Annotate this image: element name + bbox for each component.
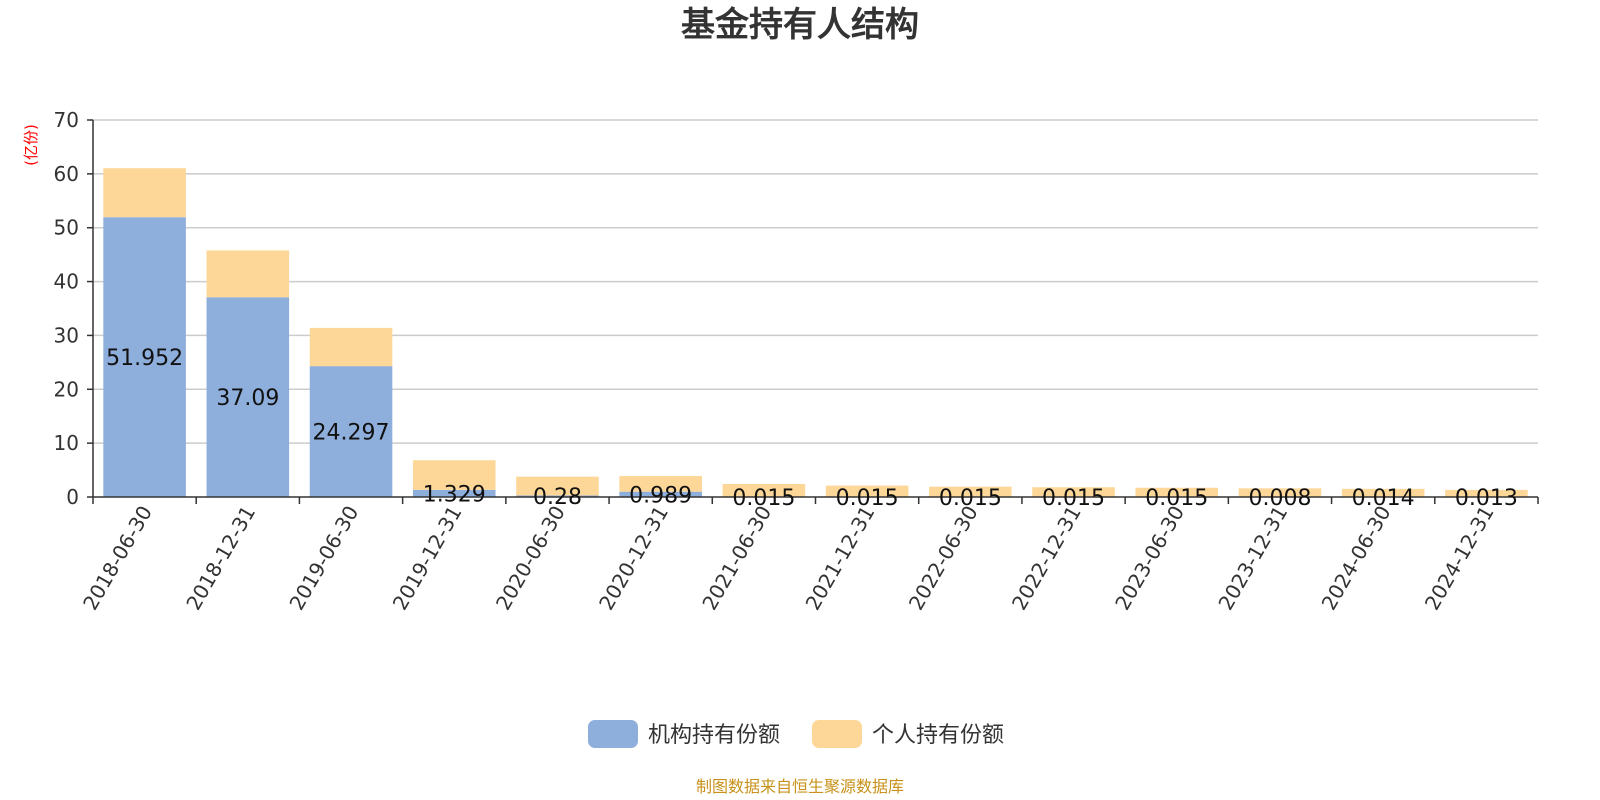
data-label: 0.989 [629,483,692,508]
data-label: 0.015 [1145,486,1208,511]
data-label: 0.008 [1248,486,1311,511]
bar-individual [825,485,909,497]
x-tick-label: 2018-06-30 [78,502,157,615]
source-note: 制图数据来自恒生聚源数据库 [696,777,904,796]
data-label: 0.013 [1455,486,1518,511]
data-label: 0.015 [1042,486,1105,511]
data-label: 0.014 [1352,486,1415,511]
bar-institutional [206,297,290,497]
y-tick-label: 60 [54,162,79,186]
data-label: 0.015 [939,486,1002,511]
data-label: 0.28 [533,485,582,510]
chart-title: 基金持有人结构 [681,5,919,45]
y-tick-label: 0 [66,485,79,509]
legend-label: 机构持有份额 [648,723,780,748]
x-tick-label: 2021-06-30 [697,502,776,615]
legend: 机构持有份额 个人持有份额 [588,720,1004,748]
bar-individual [929,486,1012,497]
bar-institutional [412,489,496,497]
y-axis-unit-label: (亿份) [22,124,40,166]
bar-individual [412,460,496,490]
x-tick-label: 2018-12-31 [181,502,260,615]
x-tick-label: 2023-12-31 [1213,502,1292,615]
y-tick-label: 50 [54,216,79,240]
bar-individual [1341,488,1425,497]
bar-individual [1238,488,1322,497]
y-tick-label: 20 [54,377,79,401]
y-tick-label: 30 [54,323,79,347]
bar-individual [1135,487,1219,497]
x-tick-label: 2020-06-30 [491,502,570,615]
legend-swatch [588,720,638,748]
bar-institutional [619,491,702,497]
x-tick-label: 2023-06-30 [1110,502,1189,615]
y-tick-label: 70 [54,108,79,132]
x-tick-label: 2019-06-30 [284,502,363,615]
legend-swatch [812,720,862,748]
x-tick-label: 2022-06-30 [904,502,983,615]
bar-institutional [516,495,599,497]
legend-label: 个人持有份额 [872,723,1004,748]
data-label: 24.297 [313,421,390,446]
data-label: 0.015 [836,486,899,511]
bar-individual [1032,487,1115,497]
bar-individual [103,168,186,218]
bar-individual [619,476,702,492]
bar-institutional [309,366,393,497]
bar-institutional [103,217,186,498]
y-tick-label: 40 [54,270,79,294]
bar-individual [206,250,290,298]
bar-individual [1445,489,1528,497]
y-tick-label: 10 [54,431,79,455]
bar-individual [516,476,599,496]
x-tick-label: 2021-12-31 [801,502,880,615]
data-label: 1.329 [423,482,486,507]
x-tick-label: 2024-06-30 [1317,502,1396,615]
x-tick-label: 2020-12-31 [594,502,673,615]
x-tick-label: 2022-12-31 [1007,502,1086,615]
data-label: 37.09 [216,386,279,411]
x-tick-label: 2019-12-31 [388,502,467,615]
bar-individual [309,327,393,367]
bars [103,168,1528,498]
x-tick-label: 2024-12-31 [1420,502,1499,615]
data-label: 0.015 [732,486,795,511]
data-label: 51.952 [106,346,183,371]
data-labels: 51.952 37.09 24.297 1.329 0.28 0.989 0.015 0.01… [106,346,1518,511]
bar-individual [722,483,806,497]
